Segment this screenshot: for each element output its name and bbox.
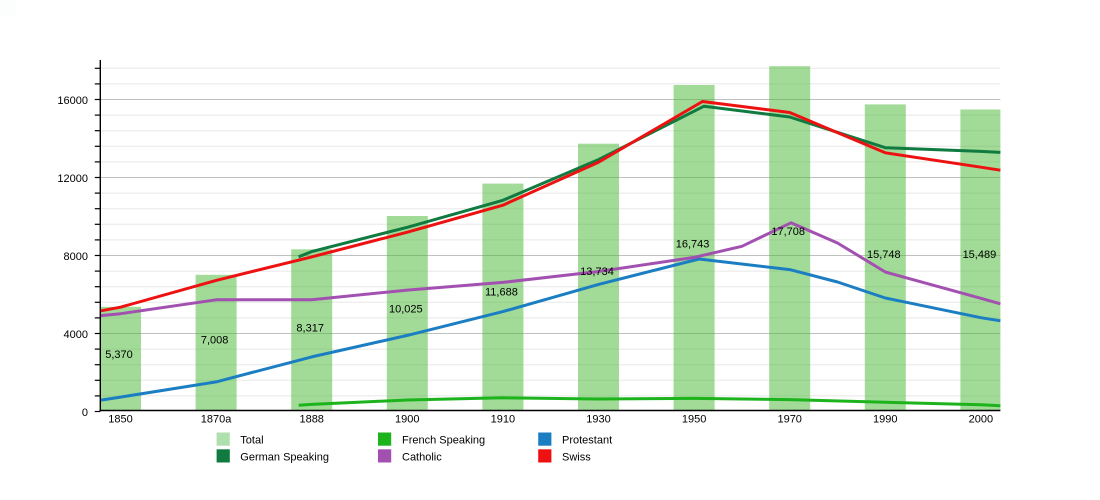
svg-text:8,317: 8,317 — [296, 323, 324, 335]
svg-text:Total: Total — [240, 435, 263, 447]
svg-text:7,008: 7,008 — [201, 335, 229, 347]
svg-text:13,734: 13,734 — [580, 266, 614, 278]
svg-text:10,025: 10,025 — [389, 303, 423, 315]
svg-text:German Speaking: German Speaking — [240, 451, 329, 463]
svg-text:0: 0 — [82, 407, 88, 419]
svg-text:1900: 1900 — [395, 414, 419, 426]
svg-text:Swiss: Swiss — [562, 451, 591, 463]
svg-text:French Speaking: French Speaking — [402, 435, 485, 447]
svg-text:12000: 12000 — [57, 173, 88, 185]
svg-text:1950: 1950 — [682, 414, 706, 426]
svg-text:1888: 1888 — [299, 414, 323, 426]
svg-text:1930: 1930 — [586, 414, 610, 426]
svg-text:16000: 16000 — [57, 95, 88, 107]
svg-text:Protestant: Protestant — [562, 435, 612, 447]
svg-text:11,688: 11,688 — [485, 287, 518, 299]
svg-text:1910: 1910 — [491, 414, 515, 426]
svg-text:15,748: 15,748 — [867, 249, 901, 261]
svg-text:5,370: 5,370 — [105, 349, 133, 361]
svg-text:16,743: 16,743 — [676, 239, 710, 251]
svg-text:4000: 4000 — [64, 329, 88, 341]
svg-text:2000: 2000 — [969, 414, 993, 426]
svg-text:1870a: 1870a — [201, 414, 232, 426]
svg-text:1850: 1850 — [108, 414, 132, 426]
svg-text:Catholic: Catholic — [402, 451, 442, 463]
svg-text:1970: 1970 — [777, 414, 801, 426]
svg-text:1990: 1990 — [873, 414, 897, 426]
svg-text:8000: 8000 — [64, 251, 88, 263]
svg-text:17,708: 17,708 — [771, 226, 805, 238]
svg-text:15,489: 15,489 — [963, 249, 997, 261]
